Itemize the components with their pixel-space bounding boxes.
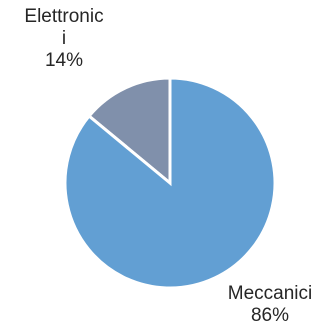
pie-slice-meccanici [63,76,277,290]
data-label-name: Elettronic [24,6,103,27]
data-label-value: 14% [45,50,83,71]
data-label-elettronici: Elettronic i 14% [24,6,103,71]
slices-layer [63,76,277,290]
data-label-name: i [62,28,66,49]
labels-layer: Elettronic i 14% Meccanici 86% [24,6,312,326]
data-label-value: 86% [251,305,289,326]
data-label-meccanici: Meccanici 86% [228,283,312,326]
data-label-name: Meccanici [228,283,312,304]
pie-slice-elettronici [86,76,172,187]
